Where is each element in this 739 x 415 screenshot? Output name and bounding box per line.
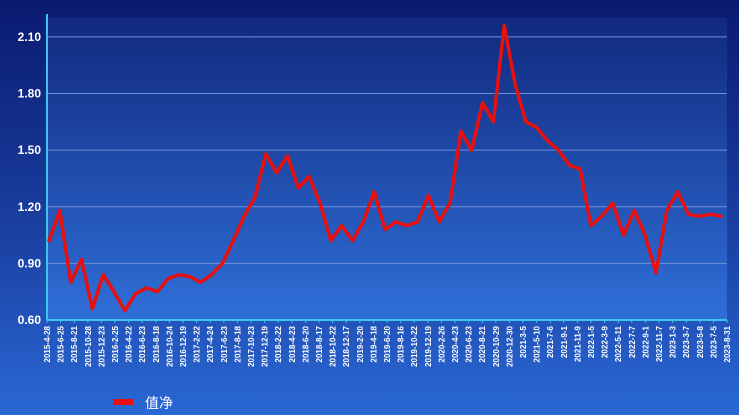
x-tick-label: 2019-8-16 (397, 325, 406, 362)
x-tick-label: 2017-6-23 (220, 325, 229, 362)
x-tick-label: 2016-2-25 (111, 325, 120, 362)
x-tick-label: 2018-10-22 (329, 325, 338, 366)
x-tick-label: 2015-6-25 (57, 325, 66, 362)
y-tick-label: 1.20 (18, 200, 42, 214)
x-tick-label: 2023-3-7 (682, 325, 691, 358)
x-tick-label: 2020-6-23 (465, 325, 474, 362)
x-tick-label: 2022-3-9 (601, 325, 610, 358)
x-tick-label: 2016-10-24 (165, 325, 174, 366)
series-line (47, 23, 723, 313)
x-tick-label: 2020-2-26 (437, 325, 446, 362)
x-tick-label: 2017-4-24 (206, 325, 215, 362)
x-tick-label: 2021-3-5 (519, 325, 528, 358)
x-tick-label: 2020-12-30 (505, 325, 514, 366)
x-tick-label: 2023-1-3 (669, 325, 678, 358)
x-tick-label: 2015-10-28 (84, 325, 93, 366)
x-tick-label: 2023-5-8 (696, 325, 705, 358)
x-tick-label: 2020-4-23 (451, 325, 460, 362)
y-tick-label: 1.50 (18, 143, 42, 157)
x-tick-label: 2019-2-20 (356, 325, 365, 362)
x-tick-label: 2018-6-20 (301, 325, 310, 362)
x-tick-labels: 2015-4-28 2015-6-25 2015-8-21 2015-10-28 201… (43, 320, 732, 367)
x-tick-label: 2019-10-22 (410, 325, 419, 366)
x-tick-label: 2021-9-1 (560, 325, 569, 358)
x-tick-label: 2015-4-28 (43, 325, 52, 362)
x-tick-label: 2016-4-22 (125, 325, 134, 362)
y-tick-label: 1.80 (18, 87, 42, 101)
x-tick-label: 2017-10-23 (247, 325, 256, 366)
x-tick-label: 2018-4-23 (288, 325, 297, 362)
x-tick-label: 2018-12-17 (342, 325, 351, 366)
x-tick-label: 2016-8-18 (152, 325, 161, 362)
x-tick-label: 2017-8-18 (233, 325, 242, 362)
legend-label: 值净 (145, 396, 173, 412)
x-tick-label: 2015-8-21 (70, 325, 79, 362)
x-tick-label: 2015-12-23 (97, 325, 106, 366)
x-tick-label: 2022-9-1 (641, 325, 650, 358)
x-tick-label: 2020-10-29 (492, 325, 501, 366)
x-tick-label: 2023-8-31 (723, 325, 732, 362)
x-tick-label: 2016-12-19 (179, 325, 188, 366)
x-tick-label: 2022-5-11 (614, 325, 623, 362)
x-tick-label: 2016-6-23 (138, 325, 147, 362)
legend-swatch (113, 399, 133, 405)
y-tick-labels: 0.60 0.90 1.20 1.50 1.80 2.10 (18, 30, 42, 327)
x-tick-label: 2018-8-17 (315, 325, 324, 362)
x-tick-label: 2018-2-22 (274, 325, 283, 362)
x-tick-label: 2019-4-18 (369, 325, 378, 362)
x-tick-label: 2020-8-21 (478, 325, 487, 362)
legend: 值净 (113, 396, 173, 412)
x-tick-label: 2022-1-5 (587, 325, 596, 358)
y-tick-label: 2.10 (18, 30, 42, 44)
x-tick-label: 2021-11-9 (573, 325, 582, 362)
series-layer (47, 23, 723, 313)
y-tick-label: 0.90 (18, 256, 42, 270)
x-tick-label: 2017-12-19 (261, 325, 270, 366)
x-tick-label: 2021-5-10 (533, 325, 542, 362)
plot-area (47, 18, 727, 320)
x-tick-label: 2021-7-6 (546, 325, 555, 358)
x-tick-label: 2022-11-7 (655, 325, 664, 362)
y-tick-label: 0.60 (18, 313, 42, 327)
x-tick-label: 2019-6-20 (383, 325, 392, 362)
x-tick-label: 2023-7-5 (709, 325, 718, 358)
x-tick-label: 2022-7-7 (628, 325, 637, 358)
x-tick-label: 2019-12-19 (424, 325, 433, 366)
x-tick-label: 2017-2-22 (193, 325, 202, 362)
